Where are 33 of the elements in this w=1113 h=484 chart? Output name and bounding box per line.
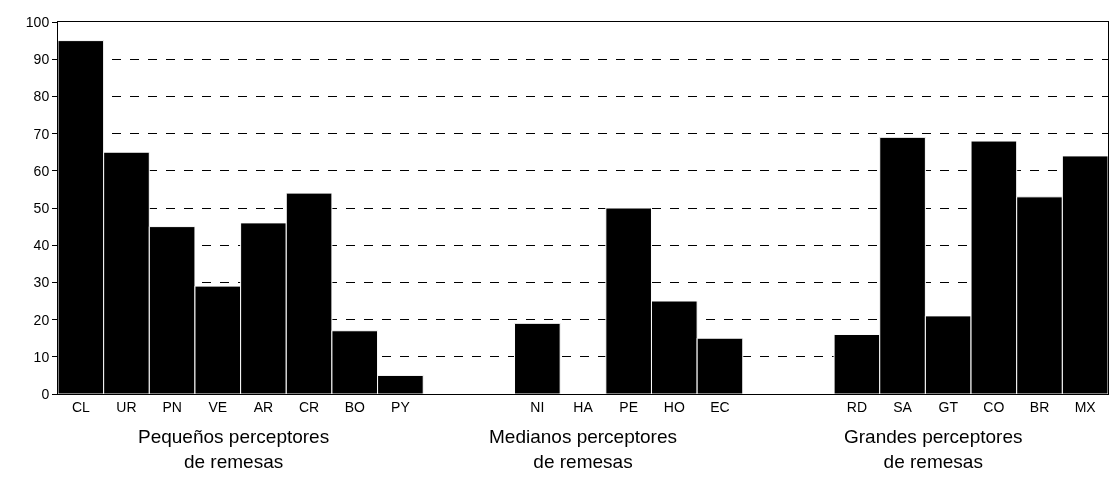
- y-tick-label: 50: [33, 199, 50, 216]
- x-tick-label: NI: [530, 398, 545, 415]
- x-tick-label: BR: [1029, 398, 1050, 415]
- x-tick-label: UR: [116, 398, 137, 415]
- x-tick-label: PY: [391, 398, 411, 415]
- x-tick-label: RD: [846, 398, 868, 415]
- x-tick-label: EC: [710, 398, 730, 415]
- y-tick-label: 20: [33, 311, 50, 328]
- x-tick-label: PE: [619, 398, 638, 415]
- x-tick-label: CO: [983, 398, 1005, 415]
- y-tick-label: 70: [33, 125, 50, 142]
- x-tick-label: GT: [938, 398, 959, 415]
- y-tick-label: 30: [33, 274, 50, 291]
- text: Pequeños perceptores de remesas: [138, 426, 330, 472]
- x-tick-label: MX: [1074, 398, 1097, 415]
- x-tick-label: HA: [573, 398, 594, 415]
- text: Medianos perceptores de remesas: [489, 426, 677, 472]
- y-tick-label: 80: [33, 88, 50, 105]
- y-tick-label: 60: [33, 162, 50, 179]
- y-tick-label: 40: [33, 237, 50, 254]
- y-tick-label: 90: [33, 51, 50, 68]
- y-tick-label: 10: [33, 348, 50, 365]
- x-tick-label: VE: [208, 398, 228, 415]
- x-tick-label: PN: [162, 398, 182, 415]
- x-tick-label: CL: [71, 398, 90, 415]
- text: Grandes perceptores de remesas: [844, 426, 1023, 472]
- x-tick-label: CR: [298, 398, 320, 415]
- x-tick-label: HO: [663, 398, 685, 415]
- y-tick-label: 100: [25, 13, 50, 30]
- x-tick-label: BO: [344, 398, 365, 415]
- y-tick-label: 0: [41, 385, 50, 402]
- x-tick-label: AR: [253, 398, 274, 415]
- x-tick-label: SA: [893, 398, 913, 415]
